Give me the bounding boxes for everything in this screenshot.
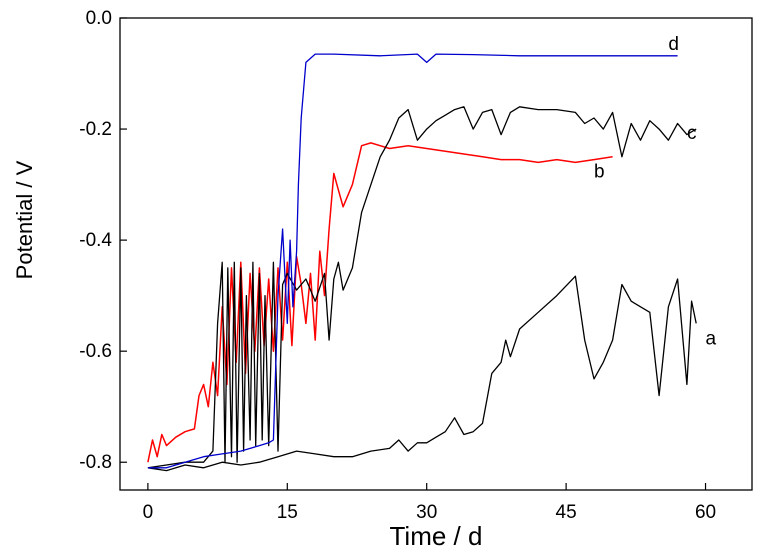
plot-frame bbox=[119, 17, 753, 491]
y-tick-label: -0.4 bbox=[79, 230, 112, 251]
x-tick-label: 30 bbox=[416, 502, 437, 523]
x-tick-label: 0 bbox=[143, 502, 154, 523]
x-axis-ticks: 0 15 30 45 60 bbox=[143, 483, 716, 523]
y-tick-label: -0.2 bbox=[79, 119, 112, 140]
series-label-d: d bbox=[668, 34, 679, 55]
series-label-c: c bbox=[687, 123, 697, 144]
y-tick-label: -0.6 bbox=[79, 341, 112, 362]
series-line-b bbox=[147, 142, 613, 463]
y-tick-label: -0.8 bbox=[79, 452, 112, 473]
series-line-d bbox=[147, 53, 678, 469]
x-tick-label: 60 bbox=[695, 502, 716, 523]
series-label-b: b bbox=[594, 162, 605, 183]
y-tick-label: 0.0 bbox=[86, 8, 112, 29]
x-tick-label: 15 bbox=[277, 502, 298, 523]
series-layer bbox=[147, 53, 697, 472]
y-axis-ticks: 0.0 -0.2 -0.4 -0.6 -0.8 bbox=[79, 8, 127, 473]
x-tick-label: 45 bbox=[556, 502, 577, 523]
x-axis-title: Time / d bbox=[390, 521, 483, 551]
y-axis-title: Potential / V bbox=[12, 160, 37, 279]
series-label-layer: a b c d bbox=[594, 34, 717, 349]
series-line-a bbox=[147, 275, 697, 472]
series-line-c bbox=[147, 106, 697, 469]
series-label-a: a bbox=[706, 328, 717, 349]
